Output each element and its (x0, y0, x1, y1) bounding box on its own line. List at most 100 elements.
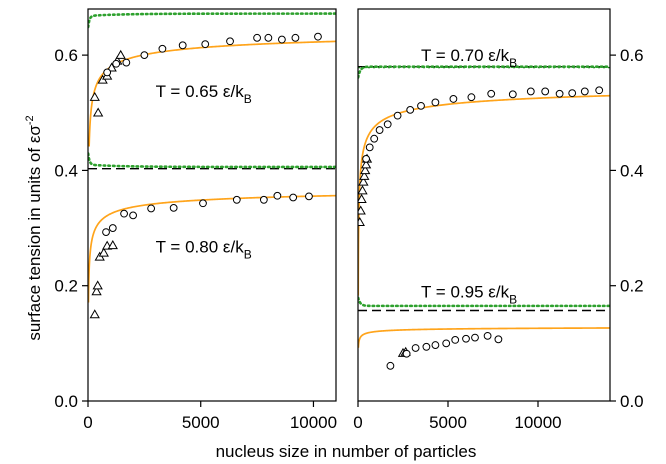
data-point-circle (264, 33, 273, 42)
data-point-triangle (107, 240, 118, 250)
data-point-circle (541, 87, 550, 96)
data-point-circle (362, 154, 371, 163)
plot-frame (357, 8, 611, 402)
plot-frame (87, 8, 337, 402)
fit-curve (88, 194, 336, 303)
data-point-circle (253, 33, 261, 42)
dotted-curve (88, 12, 336, 29)
dotted-curve (358, 296, 610, 308)
x-tick-label: 0 (83, 413, 92, 432)
data-point-circle (140, 51, 149, 60)
y-tick-label: 0.4 (54, 161, 78, 180)
data-point-circle (370, 134, 379, 143)
data-point-triangle (358, 185, 368, 195)
x-tick-label: 0 (353, 413, 362, 432)
data-point-circle (232, 195, 241, 204)
plot-area (358, 65, 610, 370)
y-tick-label: 0.4 (620, 161, 644, 180)
data-point-circle (451, 335, 460, 344)
x-tick-label: 5000 (182, 413, 220, 432)
data-point-triangle (89, 309, 100, 319)
data-point-circle (483, 331, 492, 340)
data-point-triangle (115, 49, 126, 59)
data-point-triangle (89, 91, 100, 101)
data-point-circle (471, 333, 479, 342)
data-point-circle (305, 192, 313, 201)
data-point-circle (158, 44, 167, 53)
data-point-circle (406, 105, 415, 114)
data-point-circle (449, 95, 458, 103)
data-point-circle (386, 361, 395, 370)
data-point-triangle (358, 193, 367, 203)
data-point-circle (467, 93, 476, 102)
dotted-curve (358, 65, 610, 79)
dotted-curve (88, 152, 336, 169)
data-point-circle (289, 193, 298, 202)
data-point-circle (375, 126, 384, 134)
data-point-circle (169, 203, 178, 212)
temperature-annotation: T = 0.95 ε/kB (421, 282, 517, 306)
x-tick-label: 5000 (429, 413, 467, 432)
data-point-circle (462, 334, 470, 343)
y-tick-label: 0.2 (54, 277, 78, 296)
y-axis-label-superscript: -2 (24, 115, 36, 125)
data-point-circle (365, 143, 374, 152)
data-point-circle (568, 89, 577, 98)
y-tick-label: 0.0 (54, 392, 78, 411)
data-point-circle (147, 204, 156, 213)
y-tick-label: 0.2 (620, 277, 644, 296)
fit-curve (358, 94, 610, 296)
data-point-circle (112, 59, 121, 68)
data-point-triangle (359, 170, 370, 180)
right-panel: 0 5000 10000 0.0 0.2 0.4 0.6 T = 0.70 ε/kB T = 0… (353, 8, 644, 432)
data-point-triangle (92, 280, 103, 290)
data-point-triangle (92, 107, 104, 117)
data-point-circle (402, 349, 411, 358)
data-point-circle (487, 89, 496, 98)
data-point-circle (431, 341, 440, 349)
data-point-circle (108, 224, 117, 232)
data-point-circle (103, 68, 112, 77)
data-point-triangle (360, 159, 372, 169)
data-point-circle (417, 101, 425, 110)
data-point-circle (422, 342, 431, 351)
data-point-circle (122, 58, 131, 67)
data-point-triangle (98, 247, 109, 257)
data-point-circle (178, 41, 187, 50)
data-point-circle (259, 195, 268, 204)
data-point-circle (226, 37, 234, 46)
data-point-circle (494, 335, 503, 344)
temperature-annotation: T = 0.70 ε/kB (421, 46, 517, 70)
y-tick-label: 0.6 (54, 46, 78, 65)
data-point-circle (277, 35, 286, 44)
y-axis-label: surface tension in units of εσ-2 (24, 115, 44, 340)
data-point-circle (199, 199, 207, 208)
x-tick-label: 10000 (514, 413, 561, 432)
x-axis-label: nucleus size in number of particles (216, 442, 477, 461)
plot-area (88, 9, 336, 319)
data-point-circle (129, 211, 137, 220)
data-point-circle (314, 32, 322, 41)
data-point-circle (383, 120, 392, 129)
data-point-circle (555, 89, 564, 98)
data-point-circle (526, 87, 535, 96)
y-tick-label: 0.0 (620, 392, 644, 411)
y-axis-label-main: surface tension in units of εσ (25, 125, 44, 341)
data-point-circle (201, 40, 210, 49)
x-tick-label: 10000 (290, 413, 337, 432)
data-point-circle (508, 90, 517, 99)
data-point-triangle (358, 216, 365, 227)
data-point-circle (442, 339, 451, 348)
data-point-circle (595, 86, 604, 95)
data-point-circle (102, 228, 110, 236)
data-point-triangle (358, 176, 369, 186)
data-point-circle (411, 344, 420, 352)
fit-curve (358, 327, 610, 348)
temperature-annotation: T = 0.65 ε/kB (156, 82, 252, 106)
data-point-triangle (360, 165, 371, 175)
data-point-circle (393, 111, 402, 120)
data-point-circle (431, 98, 440, 107)
data-point-triangle (106, 62, 117, 72)
data-point-circle (580, 87, 589, 96)
